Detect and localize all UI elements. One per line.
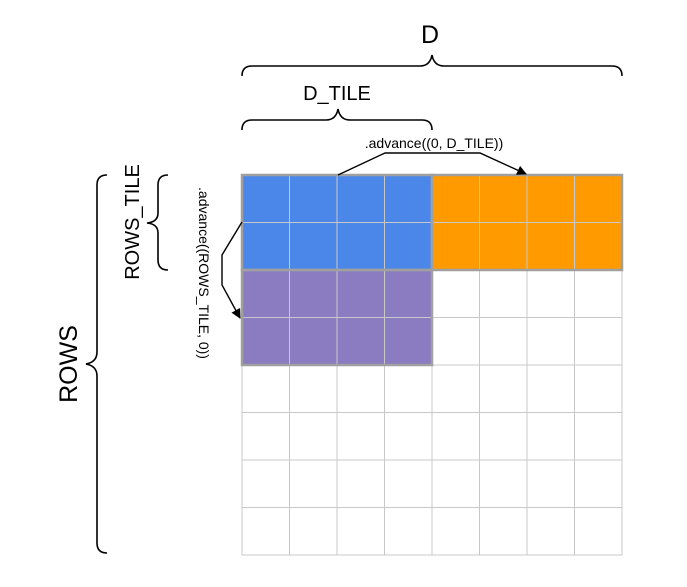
advance-col-label: .advance((0, D_TILE)): [365, 135, 504, 151]
rows-tile-label: ROWS_TILE: [122, 164, 144, 280]
tile-orange-outline: [430, 173, 624, 272]
advance-col-arrow: [337, 152, 527, 176]
d-tile-brace: [241, 108, 433, 131]
rows-brace: [85, 174, 108, 554]
tile-purple-outline: [240, 268, 434, 367]
d-tile-label: D_TILE: [303, 83, 371, 105]
advance-row-arrow: [221, 221, 243, 319]
rows-label: ROWS: [55, 325, 83, 403]
rows-tile-brace: [146, 174, 169, 271]
d-brace: [241, 54, 623, 77]
advance-row-label: .advance((ROWS_TILE, 0)): [196, 187, 212, 359]
d-label: D: [421, 21, 439, 49]
